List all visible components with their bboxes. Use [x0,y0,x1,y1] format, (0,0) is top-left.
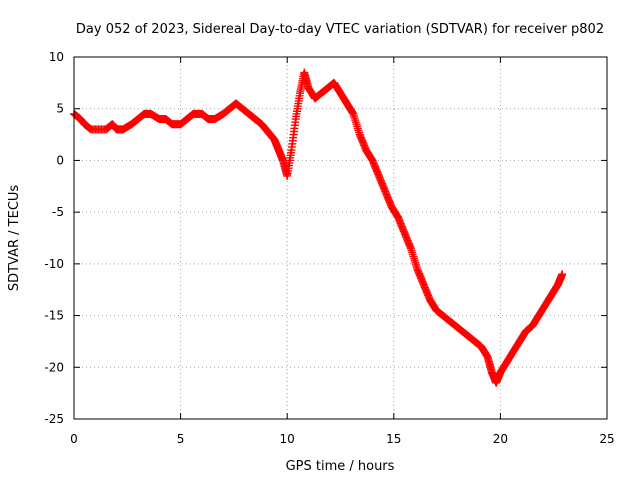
plot-frame [73,56,608,420]
grid-lines [74,57,607,419]
data-point-interp [287,148,296,157]
data-point-interp [282,170,291,179]
data-point-interp [355,128,364,137]
x-tick-label: 0 [70,432,78,446]
y-axis-label: SDTVAR / TECUs [7,185,22,292]
y-tick-label: 0 [56,153,64,167]
y-tick-label: -10 [44,257,64,271]
y-tick-label: -5 [52,205,64,219]
chart-title: Day 052 of 2023, Sidereal Day-to-day VTE… [76,22,604,37]
data-point-interp [291,118,300,127]
y-tick-label: 10 [49,50,64,64]
x-tick-label: 10 [280,432,295,446]
x-tick-label: 15 [386,432,401,446]
y-tick-label: 5 [56,102,64,116]
data-point-interp [557,271,566,280]
x-tick-label: 5 [177,432,185,446]
data-points [70,68,567,387]
y-tick-label: -20 [44,360,64,374]
data-point-interp [295,91,304,100]
y-tick-label: -15 [44,309,64,323]
data-point-interp [412,262,421,271]
axis-ticks: 0 5 10 15 20 25 -25 -20 -15 -10 -5 0 5 10 [44,50,614,446]
y-tick-label: -25 [44,412,64,426]
x-axis-label: GPS time / hours [286,459,395,474]
x-tick-label: 25 [599,432,614,446]
x-tick-label: 20 [493,432,508,446]
data-point-interp [406,242,415,251]
